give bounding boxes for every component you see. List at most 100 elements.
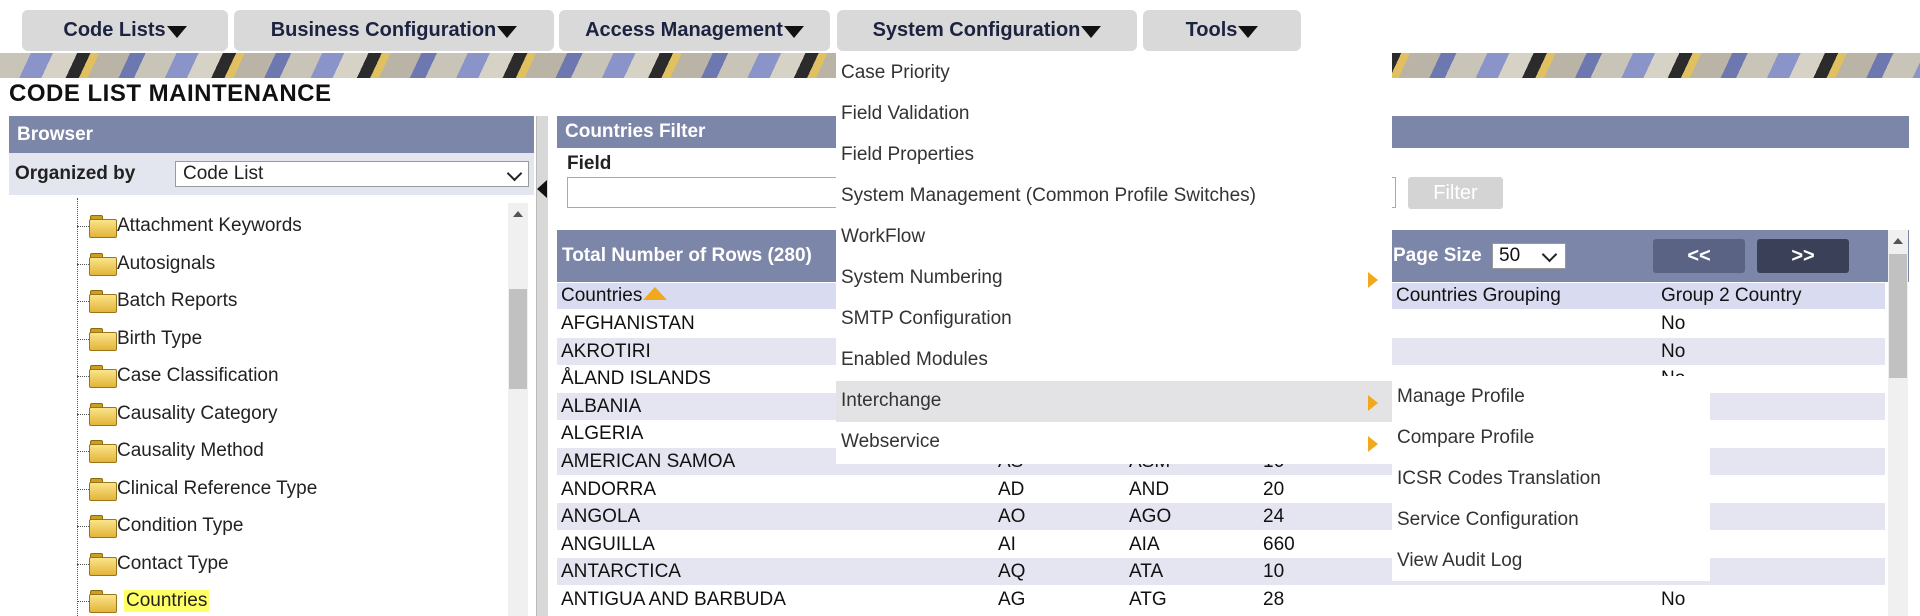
col-countries-label: Countries	[561, 285, 643, 306]
menu-item-label: SMTP Configuration	[841, 308, 1012, 330]
tree-item-label: Condition Type	[117, 515, 244, 536]
organized-by-row: Organized by Code List	[9, 153, 534, 195]
filter-button[interactable]: Filter	[1408, 177, 1503, 209]
organized-by-select[interactable]: Code List	[175, 161, 529, 187]
tree-item[interactable]: Countries	[9, 587, 499, 616]
nav-business-configuration[interactable]: Business Configuration	[234, 10, 554, 51]
folder-icon	[89, 515, 117, 538]
cell-country: ANTARCTICA	[561, 561, 681, 583]
cell-a3: ATA	[1129, 561, 1164, 583]
cell-country: ANGUILLA	[561, 533, 655, 555]
submenu-item[interactable]: Compare Profile	[1392, 417, 1710, 458]
next-page-button[interactable]: >>	[1757, 239, 1849, 273]
scroll-thumb[interactable]	[1889, 254, 1907, 378]
nav-code-lists[interactable]: Code Lists	[22, 10, 228, 51]
nav-access-management[interactable]: Access Management	[559, 10, 830, 51]
submenu-item[interactable]: View Audit Log	[1392, 540, 1710, 581]
menu-item-label: Case Priority	[841, 61, 950, 83]
cell-country: AMERICAN SAMOA	[561, 451, 736, 472]
submenu-item-label: ICSR Codes Translation	[1397, 467, 1601, 489]
submenu-item[interactable]: Service Configuration	[1392, 499, 1710, 540]
tree-item[interactable]: Contact Type	[9, 550, 499, 580]
page-title: CODE LIST MAINTENANCE	[9, 80, 332, 107]
menu-item[interactable]: WorkFlow	[836, 216, 1392, 257]
menu-item[interactable]: Field Properties	[836, 134, 1392, 175]
folder-icon	[89, 552, 117, 576]
tree-item[interactable]: Condition Type	[9, 512, 499, 542]
nav-label: Tools	[1185, 19, 1238, 41]
col-countries-grouping[interactable]: Countries Grouping	[1396, 285, 1561, 306]
caret-down-icon	[783, 26, 804, 38]
table-row[interactable]: ANTIGUA AND BARBUDA AG ATG 28 No	[557, 586, 1885, 614]
menu-item-label: Interchange	[841, 390, 942, 412]
cell-country: ALBANIA	[561, 395, 642, 417]
col-group2-country[interactable]: Group 2 Country	[1661, 285, 1802, 306]
cell-a3: AND	[1129, 478, 1170, 500]
caret-down-icon	[166, 26, 187, 38]
interchange-submenu: Manage Profile Compare Profile ICSR Codes …	[1392, 376, 1710, 581]
folder-icon	[89, 327, 117, 351]
tree-item[interactable]: Clinical Reference Type	[9, 475, 499, 505]
cell-a3: AGO	[1129, 506, 1172, 528]
menu-item-label: System Numbering	[841, 267, 1003, 288]
menu-item-label: Field Validation	[841, 102, 970, 124]
tree-scrollbar[interactable]	[508, 203, 528, 616]
page-size-select[interactable]: 50	[1492, 243, 1566, 269]
submenu-item-label: Service Configuration	[1397, 508, 1579, 530]
menu-item[interactable]: Webservice	[836, 422, 1392, 463]
prev-page-button[interactable]: <<	[1653, 239, 1745, 273]
menu-item[interactable]: Case Priority	[836, 52, 1392, 93]
nav-tools[interactable]: Tools	[1143, 10, 1301, 51]
tree-item[interactable]: Batch Reports	[9, 287, 499, 317]
tree-connector	[77, 451, 97, 452]
nav-label: System Configuration	[872, 19, 1081, 41]
grid-scrollbar[interactable]	[1888, 230, 1908, 616]
menu-item[interactable]: System Management (Common Profile Switch…	[836, 175, 1392, 216]
tree-connector	[77, 226, 97, 227]
collapse-left-icon[interactable]	[537, 180, 547, 198]
system-configuration-menu: Case Priority Field Validation Field Prope…	[836, 52, 1392, 464]
tree-item-label: Birth Type	[117, 327, 203, 349]
nav-label: Business Configuration	[270, 19, 497, 41]
submenu-item[interactable]: ICSR Codes Translation	[1392, 458, 1710, 499]
tree-connector	[77, 301, 97, 302]
submenu-arrow-icon	[1368, 271, 1378, 288]
tree-item[interactable]: Causality Method	[9, 437, 499, 467]
page-size-label: Page Size	[1393, 245, 1482, 266]
submenu-arrow-icon	[1368, 435, 1378, 452]
scroll-up-icon[interactable]	[513, 211, 523, 217]
code-list-tree: Attachment Keywords Autosignals Batch Repo…	[9, 198, 509, 616]
folder-icon	[89, 440, 117, 463]
menu-item[interactable]: Field Validation	[836, 93, 1392, 134]
nav-system-configuration[interactable]: System Configuration	[837, 10, 1137, 51]
field-input[interactable]	[567, 177, 839, 208]
tree-item[interactable]: Birth Type	[9, 325, 499, 355]
menu-item[interactable]: System Numbering	[836, 258, 1392, 299]
chevron-down-icon	[1541, 246, 1558, 263]
tree-item[interactable]: Case Classification	[9, 362, 499, 392]
folder-open-icon	[89, 590, 117, 613]
menu-item[interactable]: Enabled Modules	[836, 340, 1392, 381]
scroll-thumb[interactable]	[509, 289, 527, 389]
submenu-item[interactable]: Manage Profile	[1392, 376, 1710, 417]
scroll-up-icon[interactable]	[1893, 238, 1903, 244]
tree-item-label: Batch Reports	[117, 290, 238, 311]
browser-title: Browser	[17, 123, 94, 145]
browser-header: Browser	[9, 116, 534, 153]
panel-splitter[interactable]	[536, 116, 548, 616]
folder-icon	[89, 252, 117, 276]
tree-item-label: Causality Method	[117, 440, 264, 461]
tree-connector	[77, 338, 97, 340]
menu-item[interactable]: Interchange	[836, 380, 1392, 422]
folder-icon	[89, 402, 117, 426]
col-countries[interactable]: Countries	[561, 285, 668, 307]
tree-item[interactable]: Causality Category	[9, 400, 499, 430]
menu-item[interactable]: SMTP Configuration	[836, 299, 1392, 340]
cell-country: ANGOLA	[561, 506, 641, 528]
cell-country: AKROTIRI	[561, 340, 651, 362]
tree-item[interactable]: Attachment Keywords	[9, 212, 499, 242]
submenu-arrow-icon	[1368, 394, 1378, 411]
tree-item[interactable]: Autosignals	[9, 250, 499, 280]
tree-item-label: Countries	[124, 590, 210, 612]
cell-a2: AI	[998, 533, 1016, 555]
